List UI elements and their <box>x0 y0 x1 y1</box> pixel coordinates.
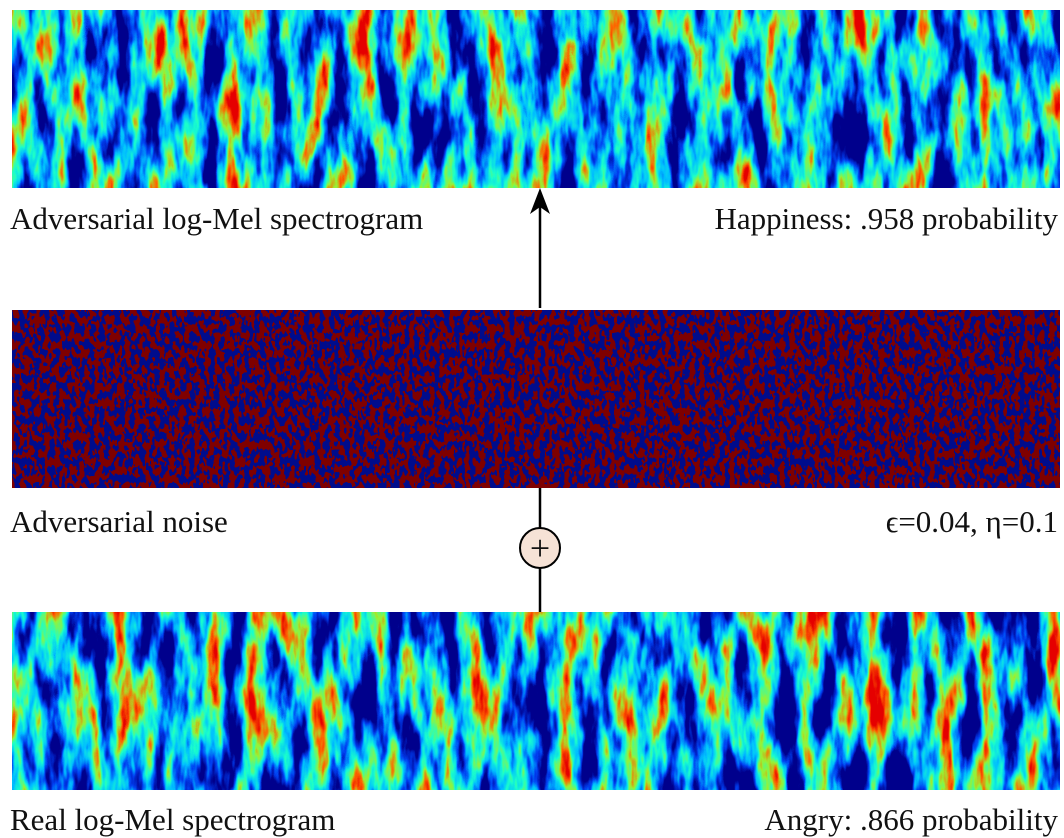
add-node <box>519 527 561 569</box>
result: Angry: .866 probability <box>764 802 1058 837</box>
label: Adversarial log-Mel spectrogram <box>10 201 423 236</box>
label: Real log-Mel spectrogram <box>10 802 335 837</box>
label: Adversarial noise <box>10 504 228 539</box>
result: Happiness: .958 probability <box>714 201 1058 236</box>
noise-map <box>12 310 1060 488</box>
arrow-head <box>530 188 550 214</box>
params: ϵ=0.04, η=0.1 <box>886 504 1058 539</box>
operator: + <box>530 528 550 568</box>
real-spectrogram <box>12 612 1060 790</box>
adversarial-spectrogram <box>12 10 1060 188</box>
